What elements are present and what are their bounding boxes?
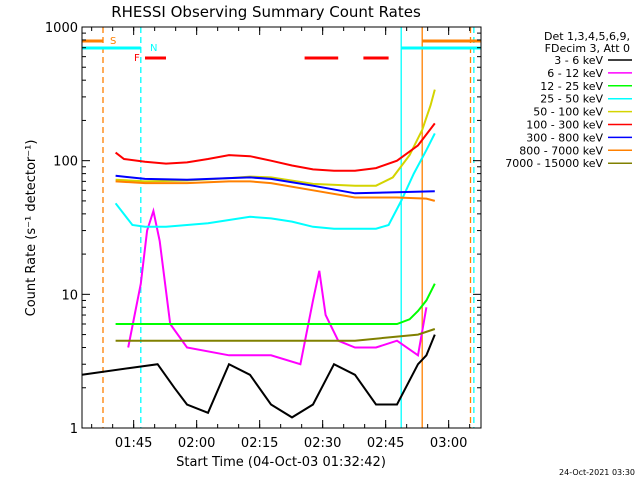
x-tick-label-1: 02:00	[178, 436, 215, 451]
series-line-0	[81, 334, 436, 419]
legend-label-2: 12 - 25 keV	[540, 80, 603, 93]
legend-label-3: 25 - 50 keV	[540, 93, 603, 106]
chart-title: RHESSI Observing Summary Count Rates	[111, 3, 421, 21]
y-tick-label-2: 100	[53, 155, 78, 170]
series-line-6	[115, 174, 435, 195]
legend-label-6: 300 - 800 keV	[526, 131, 603, 144]
x-tick-label-0: 01:45	[115, 436, 152, 451]
footer-timestamp: 24-Oct-2021 03:30	[559, 468, 635, 477]
x-tick-label-4: 02:45	[367, 436, 404, 451]
series-line-8	[115, 328, 436, 342]
annotation-n: N	[150, 43, 157, 54]
annotation-f: F	[134, 53, 140, 64]
legend-label-5: 100 - 300 keV	[526, 119, 603, 132]
series-line-1	[127, 207, 428, 366]
series-line-3	[114, 132, 436, 230]
legend-header-0: Det 1,3,4,5,6,9,	[544, 30, 630, 43]
plot-frame	[81, 26, 482, 429]
x-tick-label-2: 02:15	[241, 436, 278, 451]
legend-label-4: 50 - 100 keV	[533, 106, 603, 119]
y-tick-label-0: 1	[70, 422, 78, 437]
y-axis-label: Count Rate (s⁻¹ detector⁻¹)	[24, 140, 39, 317]
legend-label-0: 3 - 6 keV	[554, 54, 603, 67]
x-axis-label: Start Time (04-Oct-03 01:32:42)	[176, 455, 386, 470]
legend-label-8: 7000 - 15000 keV	[505, 157, 603, 170]
x-tick-label-3: 02:30	[304, 436, 341, 451]
legend-label-1: 6 - 12 keV	[547, 67, 603, 80]
y-tick-label-1: 10	[61, 288, 78, 303]
series-line-2	[115, 283, 436, 325]
legend-header-1: FDecim 3, Att 0	[545, 42, 630, 55]
series-line-7	[115, 180, 436, 202]
x-tick-label-5: 03:00	[430, 436, 467, 451]
annotation-s: S	[110, 36, 116, 47]
legend-label-7: 800 - 7000 keV	[519, 144, 603, 157]
series-line-5	[114, 122, 436, 172]
y-tick-label-3: 1000	[45, 21, 78, 36]
